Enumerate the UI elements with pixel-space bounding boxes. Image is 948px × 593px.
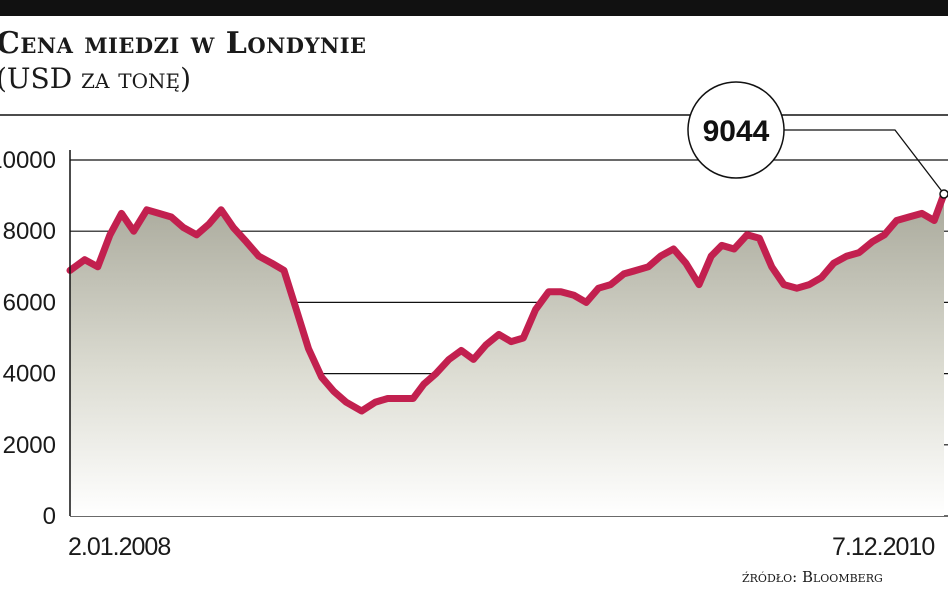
callout-value: 9044 — [703, 115, 770, 148]
y-tick-label: 4000 — [3, 361, 56, 388]
y-tick-label: 2000 — [3, 432, 56, 459]
source-note: źródło: Bloomberg — [742, 568, 883, 586]
callout-circle — [687, 81, 785, 179]
top-rule — [0, 0, 948, 16]
price-line — [66, 190, 948, 415]
y-tick-label: 10000 — [0, 147, 56, 174]
area-fill — [70, 194, 944, 516]
end-point-marker — [939, 189, 948, 199]
x-end-label: 7.12.2010 — [832, 533, 935, 561]
x-start-label: 2.01.2008 — [68, 533, 171, 561]
y-tick-label: 6000 — [3, 289, 56, 316]
y-tick-label: 8000 — [3, 218, 56, 245]
y-tick-label: 0 — [43, 503, 56, 530]
chart-subtitle: (USD za tonę) — [0, 62, 192, 95]
chart-title: Cena miedzi w Londynie — [0, 26, 367, 61]
callout-leader — [784, 129, 945, 195]
